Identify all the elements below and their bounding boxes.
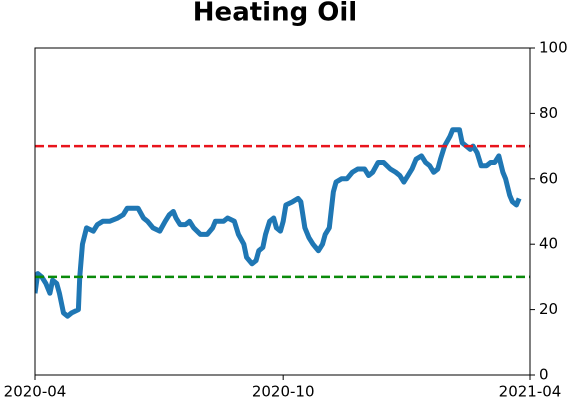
y-tick-label: 20 (539, 300, 558, 318)
chart-title: Heating Oil (193, 0, 357, 28)
x-tick-label: 2020-10 (252, 383, 315, 401)
x-tick-label: 2021-04 (499, 383, 562, 401)
y-tick-label: 100 (539, 39, 568, 57)
x-tick-label: 2020-04 (4, 383, 67, 401)
data-line (35, 127, 522, 319)
y-tick-label: 60 (539, 169, 558, 187)
y-tick-label: 40 (539, 235, 558, 253)
plot-frame (34, 47, 531, 376)
y-tick-label: 0 (539, 366, 549, 384)
y-tick-label: 80 (539, 104, 558, 122)
